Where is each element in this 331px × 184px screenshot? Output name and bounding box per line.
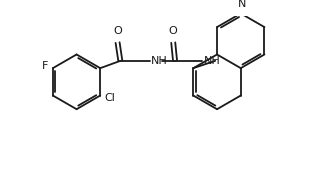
- Text: Cl: Cl: [104, 93, 115, 103]
- Text: O: O: [113, 26, 122, 36]
- Text: N: N: [237, 0, 246, 9]
- Text: NH: NH: [204, 56, 221, 66]
- Text: NH: NH: [151, 56, 168, 66]
- Text: O: O: [169, 26, 178, 36]
- Text: F: F: [42, 61, 48, 71]
